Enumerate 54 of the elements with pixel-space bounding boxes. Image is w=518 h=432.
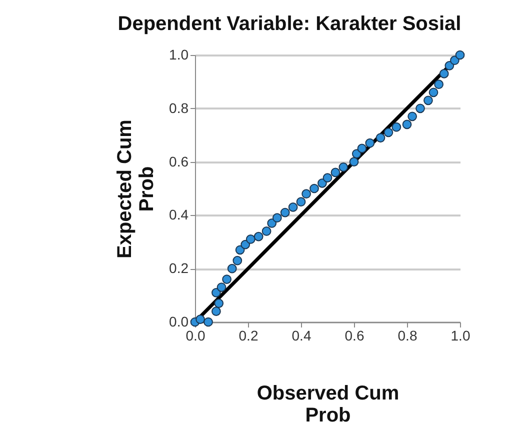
point [408,112,417,122]
point [416,104,425,114]
y-tick-label: 0.6 [169,153,189,170]
point [349,157,359,166]
point [296,197,306,207]
x-tick-label: 1.0 [450,328,470,344]
x-axis-title: Observed Cum Prob [256,382,400,426]
y-tick-label: 0.2 [169,260,189,276]
point [376,133,386,142]
point [357,144,367,154]
x-tick-label: 0.6 [344,328,364,344]
point [235,245,245,255]
point [212,288,221,298]
point [262,226,272,236]
point [428,88,438,98]
point [338,162,348,172]
point [310,184,319,194]
point [280,208,290,218]
point [322,173,332,182]
point [196,314,205,324]
y-tick-label: 0.0 [169,314,189,330]
point [216,282,226,292]
point [214,298,224,308]
y-tick-label: 0.8 [169,100,189,116]
point [424,96,433,106]
x-tick-label: 0.2 [238,328,258,344]
point [318,178,327,188]
x-tick-label: 0.0 [186,328,206,344]
y-tick-label: 1.0 [169,46,189,62]
point [434,80,444,90]
point [222,274,232,284]
point [227,264,237,274]
point [212,306,221,316]
point [455,50,465,60]
x-tick-label: 0.8 [398,328,418,344]
point [288,202,298,212]
point [204,317,213,327]
point [254,232,264,242]
y-tick-label: 0.4 [169,206,189,223]
chart-title: Dependent Variable: Karakter Sosial [118,13,462,35]
point [392,122,402,132]
point [402,120,412,130]
point [384,128,394,138]
point [439,69,449,78]
point [444,61,454,70]
point [246,234,256,244]
y-axis-title: Expected Cum Prob [114,120,158,258]
point [330,168,340,178]
point [232,256,242,266]
point [272,213,282,223]
point [365,138,375,148]
point [450,56,460,66]
point [302,189,311,199]
x-tick-label: 0.4 [292,328,312,344]
